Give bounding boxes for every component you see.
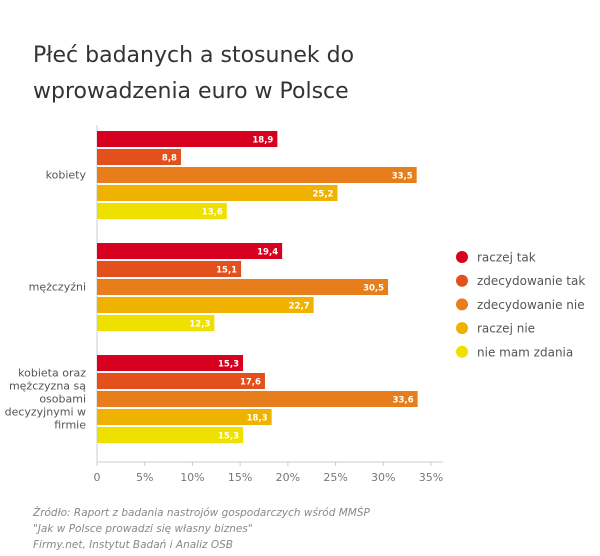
x-tick-label: 25% (323, 471, 347, 484)
value-label: 15,3 (218, 432, 239, 442)
value-label: 25,2 (312, 190, 333, 200)
legend-marker (456, 322, 468, 335)
x-tick-label: 5% (136, 471, 153, 484)
legend-label: zdecydowanie tak (477, 274, 585, 288)
legend-label: raczej tak (477, 251, 536, 265)
bar (97, 409, 272, 425)
value-label: 19,4 (257, 248, 278, 258)
value-label: 18,3 (247, 414, 268, 424)
source: Źródło: Raport z badania nastrojów gospo… (33, 505, 370, 553)
bar (97, 391, 418, 407)
value-label: 18,9 (252, 136, 273, 146)
legend-marker (456, 345, 468, 358)
value-label: 33,5 (392, 172, 413, 182)
bar (97, 261, 242, 277)
bar (97, 131, 278, 147)
value-label: 22,7 (289, 302, 310, 312)
bar (97, 243, 283, 259)
bar (97, 149, 181, 165)
bar (97, 315, 215, 331)
bar (97, 427, 244, 443)
x-tick-label: 15% (228, 471, 252, 484)
source-line: "Jak w Polsce prowadzi się własny biznes… (33, 523, 253, 535)
bar (97, 297, 314, 313)
legend-label: zdecydowanie nie (477, 298, 585, 312)
legend-marker (456, 274, 468, 287)
x-tick-label: 35% (419, 471, 443, 484)
x-tick-label: 0 (94, 471, 101, 484)
legend-marker (456, 298, 468, 311)
bar (97, 373, 265, 389)
category-label: kobieta oraz mężczyzna są osobami decyzy… (4, 366, 86, 432)
x-tick-label: 10% (180, 471, 204, 484)
x-tick-label: 30% (371, 471, 395, 484)
bar (97, 167, 417, 183)
category-label: mężczyźni (28, 280, 86, 294)
value-label: 30,5 (363, 284, 384, 294)
bar (97, 185, 338, 201)
source-line: Firmy.net, Instytut Badań i Analiz OSB (33, 539, 233, 551)
value-label: 13,6 (202, 208, 223, 218)
chart-title: Płeć badanych a stosunek do wprowadzenia… (33, 43, 355, 104)
bar (97, 355, 244, 371)
legend-label: nie mam zdania (477, 345, 573, 359)
value-label: 15,3 (218, 360, 239, 370)
value-label: 15,1 (216, 266, 237, 276)
bar (97, 203, 227, 219)
value-label: 8,8 (162, 154, 177, 164)
value-label: 17,6 (240, 378, 261, 388)
legend-marker (456, 251, 468, 263)
source-line: Źródło: Raport z badania nastrojów gospo… (33, 507, 370, 519)
value-label: 33,6 (393, 396, 414, 406)
x-tick-label: 20% (276, 471, 300, 484)
value-label: 12,3 (189, 320, 210, 330)
category-label: kobiety (45, 168, 86, 182)
legend-label: raczej nie (477, 322, 535, 336)
bar (97, 279, 389, 295)
